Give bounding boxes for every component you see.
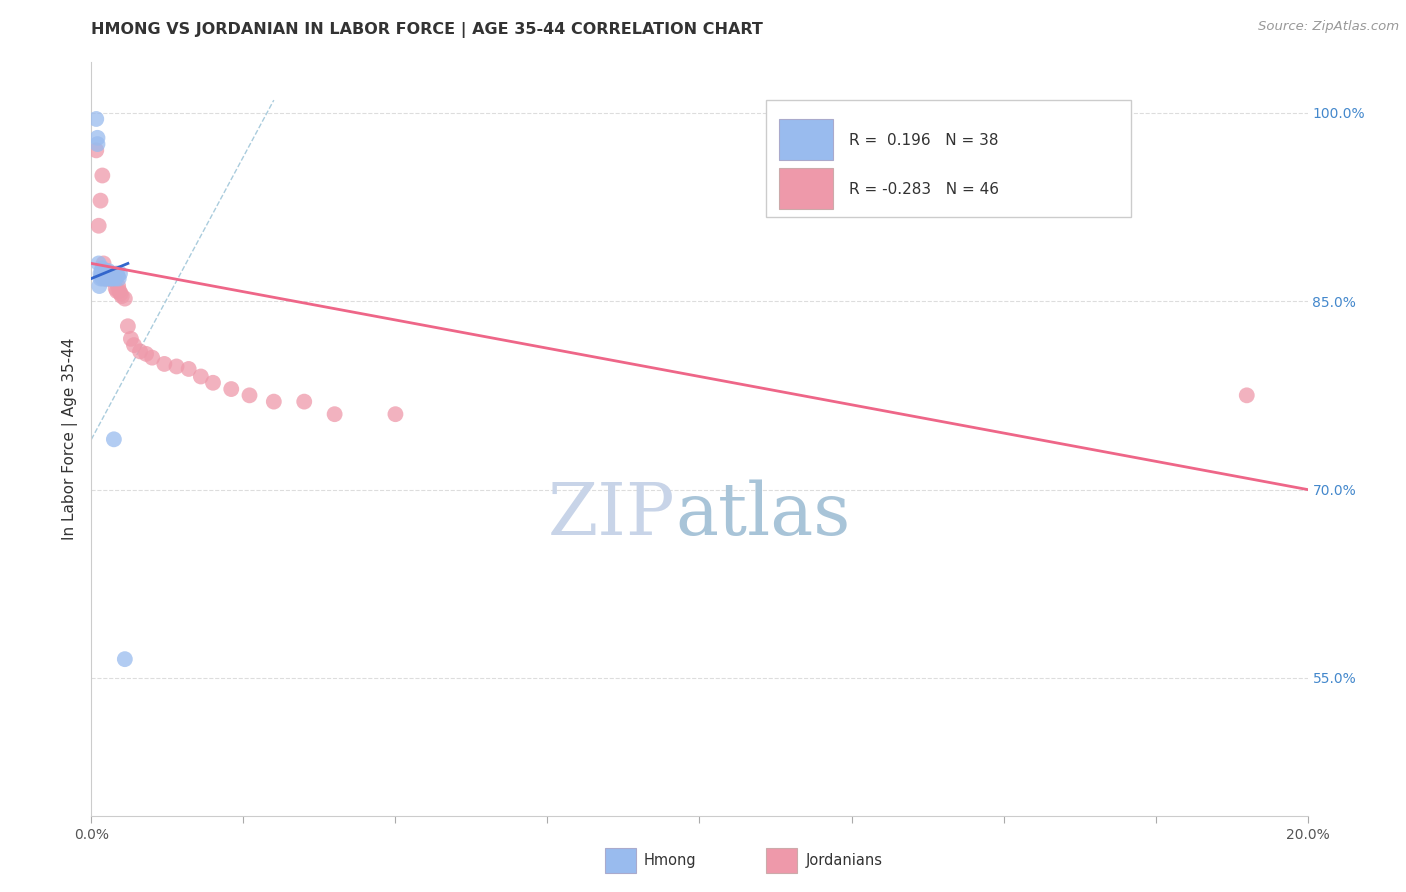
Point — [141, 351, 163, 365]
Point — [94, 268, 117, 283]
Point — [292, 394, 315, 409]
Text: Jordanians: Jordanians — [806, 854, 883, 868]
Text: R =  0.196   N = 38: R = 0.196 N = 38 — [849, 133, 998, 147]
Point — [94, 268, 117, 283]
Point — [111, 289, 134, 303]
Point — [84, 112, 107, 126]
Point — [97, 267, 120, 281]
Point — [108, 284, 131, 298]
Point — [100, 271, 122, 285]
Point — [86, 131, 108, 145]
FancyBboxPatch shape — [779, 168, 834, 210]
Point — [91, 267, 114, 281]
Point — [94, 264, 117, 278]
Point — [166, 359, 188, 374]
Point — [90, 264, 112, 278]
Point — [101, 268, 124, 283]
Point — [98, 268, 121, 283]
Point — [101, 268, 124, 283]
Point — [108, 267, 131, 281]
Point — [89, 267, 111, 281]
Text: Source: ZipAtlas.com: Source: ZipAtlas.com — [1258, 20, 1399, 33]
Point — [103, 271, 125, 285]
Point — [98, 268, 121, 283]
Point — [84, 144, 107, 158]
Point — [114, 292, 136, 306]
Text: R = -0.283   N = 46: R = -0.283 N = 46 — [849, 182, 1000, 196]
Point — [98, 271, 121, 285]
Point — [91, 271, 114, 285]
Point — [91, 261, 114, 276]
Point — [177, 362, 200, 376]
Point — [129, 344, 152, 359]
Text: ZIP: ZIP — [548, 479, 675, 550]
Point — [94, 271, 117, 285]
Point — [93, 268, 115, 283]
Point — [323, 407, 346, 421]
Point — [101, 267, 124, 281]
Point — [107, 271, 129, 285]
Point — [107, 268, 129, 283]
FancyBboxPatch shape — [766, 100, 1132, 217]
Point — [94, 271, 117, 285]
Text: atlas: atlas — [675, 479, 851, 550]
Point — [94, 267, 117, 281]
Point — [107, 279, 129, 293]
Point — [98, 268, 121, 283]
Point — [384, 407, 406, 421]
Point — [96, 268, 118, 283]
Point — [97, 268, 120, 283]
Point — [93, 267, 115, 281]
Point — [103, 271, 125, 285]
Point — [96, 271, 118, 285]
Point — [96, 267, 118, 281]
Point — [190, 369, 212, 384]
Point — [122, 338, 145, 352]
Text: HMONG VS JORDANIAN IN LABOR FORCE | AGE 35-44 CORRELATION CHART: HMONG VS JORDANIAN IN LABOR FORCE | AGE … — [91, 22, 763, 38]
Point — [91, 169, 114, 183]
Point — [104, 271, 127, 285]
Point — [97, 264, 120, 278]
Point — [98, 267, 121, 281]
Point — [105, 284, 128, 298]
Point — [97, 271, 120, 285]
Text: Hmong: Hmong — [644, 854, 696, 868]
Point — [104, 282, 127, 296]
Point — [100, 271, 122, 285]
Point — [89, 271, 111, 285]
Point — [103, 268, 125, 283]
Point — [96, 271, 118, 285]
Point — [202, 376, 225, 390]
Point — [153, 357, 176, 371]
Point — [93, 256, 115, 270]
Point — [263, 394, 285, 409]
Point — [87, 219, 110, 233]
Point — [87, 256, 110, 270]
Point — [103, 271, 125, 285]
Point — [89, 194, 111, 208]
Point — [105, 267, 128, 281]
Point — [219, 382, 242, 396]
FancyBboxPatch shape — [779, 119, 834, 161]
Point — [103, 433, 125, 447]
Point — [120, 332, 142, 346]
Y-axis label: In Labor Force | Age 35-44: In Labor Force | Age 35-44 — [62, 338, 77, 541]
Point — [94, 267, 117, 281]
Point — [110, 286, 132, 301]
Point — [89, 279, 111, 293]
Point — [90, 268, 112, 283]
Point — [135, 347, 157, 361]
Point — [238, 388, 260, 402]
Point — [86, 137, 108, 152]
Point — [101, 271, 124, 285]
Point — [114, 652, 136, 666]
Point — [100, 268, 122, 283]
Point — [117, 319, 139, 334]
Point — [98, 271, 121, 285]
Point — [1236, 388, 1258, 402]
Point — [100, 267, 122, 281]
